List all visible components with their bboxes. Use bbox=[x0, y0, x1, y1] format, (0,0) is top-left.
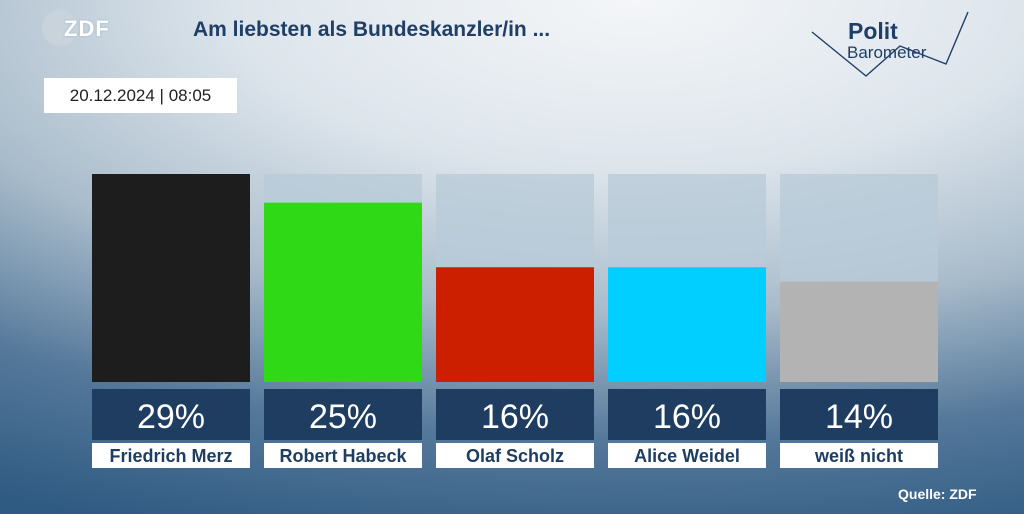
zdf-logo-circle bbox=[42, 10, 78, 46]
value-box bbox=[92, 389, 250, 440]
bar bbox=[92, 174, 250, 382]
zdf-logo-text: ZDF bbox=[64, 16, 110, 41]
politbarometer-line2: Barometer bbox=[847, 43, 927, 62]
category-label-box bbox=[92, 443, 250, 468]
politbarometer-checkmark-icon bbox=[811, 11, 969, 77]
value-box bbox=[264, 389, 422, 440]
chart-title: Am liebsten als Bundeskanzler/in ... bbox=[193, 18, 551, 41]
value-box bbox=[780, 389, 938, 440]
bar bbox=[780, 281, 938, 382]
data-label: 29% bbox=[137, 398, 205, 436]
zdf-logo: ZDF bbox=[40, 8, 114, 48]
category-label: Friedrich Merz bbox=[109, 446, 232, 466]
source-note: Quelle: ZDF bbox=[898, 486, 977, 502]
politbarometer-logo: Polit Barometer bbox=[808, 10, 978, 82]
data-label: 16% bbox=[481, 398, 549, 436]
data-label: 25% bbox=[309, 398, 377, 436]
category-label: Olaf Scholz bbox=[466, 446, 564, 466]
value-box bbox=[608, 389, 766, 440]
data-label: 16% bbox=[653, 398, 721, 436]
category-label-box bbox=[608, 443, 766, 468]
bar bbox=[264, 202, 422, 382]
category-label-box bbox=[264, 443, 422, 468]
category-label-box bbox=[780, 443, 938, 468]
politbarometer-line1: Polit bbox=[848, 18, 898, 44]
bar bbox=[608, 267, 766, 382]
category-label: Alice Weidel bbox=[634, 446, 740, 466]
bar bbox=[436, 267, 594, 382]
category-label: weiß nicht bbox=[814, 446, 903, 466]
category-label: Robert Habeck bbox=[279, 446, 407, 466]
data-label: 14% bbox=[825, 398, 893, 436]
value-box bbox=[436, 389, 594, 440]
category-label-box bbox=[436, 443, 594, 468]
date-timestamp: 20.12.2024 | 08:05 bbox=[44, 78, 237, 113]
